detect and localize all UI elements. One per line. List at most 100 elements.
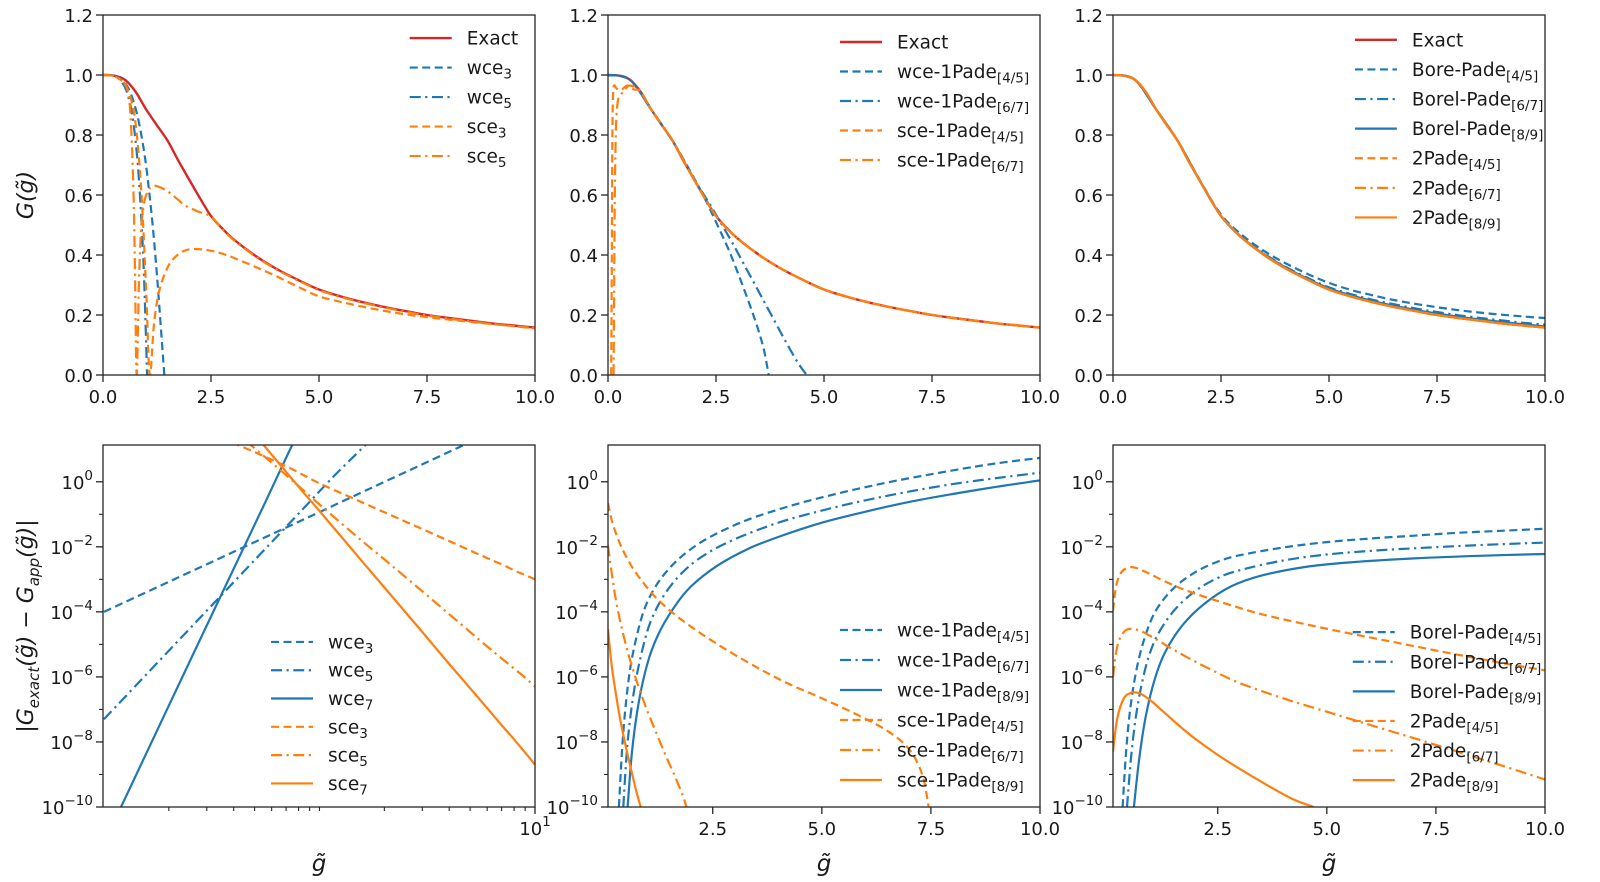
x-tick-label: 0.0 bbox=[1099, 387, 1128, 408]
y-tick-label: 100 bbox=[62, 468, 94, 494]
series-bottom-middle-wce1p89e bbox=[626, 479, 1040, 807]
legend-label: sce-1Pade[6/7] bbox=[897, 151, 1024, 176]
x-tick-label: 5.0 bbox=[807, 819, 836, 840]
y-tick-label: 0.4 bbox=[569, 246, 598, 267]
subplot-top-middle: 0.0 2.5 5.0 7.5 10.0 0.0 0.2 0.4 0.6 0.8 1.0 1.2 Exa… bbox=[569, 6, 1060, 408]
legend-label: Exact bbox=[1412, 30, 1463, 51]
x-tick-label: 7.5 bbox=[918, 387, 947, 408]
x-axis-label: g̃ bbox=[1322, 851, 1337, 877]
legend-label: sce-1Pade[8/9] bbox=[897, 770, 1024, 795]
series-bottom-left-wce5e bbox=[103, 445, 368, 720]
x-tick-label: 2.5 bbox=[1207, 387, 1236, 408]
legend-label: sce-1Pade[4/5] bbox=[897, 121, 1024, 146]
y-tick-label: 10−2 bbox=[50, 533, 93, 559]
plot-frame bbox=[607, 444, 1041, 808]
y-tick-label: 10−8 bbox=[555, 728, 598, 754]
series-bottom-middle-sce1p89e bbox=[608, 628, 642, 807]
y-tick-label: 10−10 bbox=[1052, 793, 1103, 819]
legend-label: Exact bbox=[897, 33, 948, 54]
y-tick-label: 0.8 bbox=[64, 126, 93, 147]
series-bottom-left-wce3e bbox=[103, 445, 467, 613]
x-tick-label: 101 bbox=[519, 814, 551, 840]
series-bottom-left-sce5e bbox=[249, 445, 535, 688]
y-tick-label: 0.2 bbox=[1074, 306, 1103, 327]
y-tick-label: 100 bbox=[1072, 468, 1104, 494]
legend-label: sce7 bbox=[328, 774, 368, 799]
y-tick-label: 100 bbox=[567, 468, 599, 494]
series-bottom-right-borelp89e bbox=[1132, 552, 1545, 807]
x-tick-label: 10.0 bbox=[1020, 387, 1060, 408]
legend-label: 2Pade[8/9] bbox=[1412, 208, 1501, 233]
y-tick-label: 0.0 bbox=[569, 366, 598, 387]
legend-label: sce5 bbox=[467, 147, 507, 172]
legend-label: sce-1Pade[4/5] bbox=[897, 710, 1024, 735]
legend-label: Exact bbox=[467, 29, 518, 50]
x-tick-label: 7.5 bbox=[413, 387, 442, 408]
y-tick-label: 10−6 bbox=[555, 663, 598, 689]
subplot-bottom-right: 2.5 5.0 7.5 10.0 100 10−2 10−4 10−6 10−8 10−10 g̃ B… bbox=[1052, 444, 1565, 877]
y-tick-label: 10−4 bbox=[50, 598, 93, 624]
series-top-left-wce5 bbox=[103, 73, 149, 375]
x-axis-label: g̃ bbox=[312, 851, 327, 877]
legend-label: wce3 bbox=[467, 58, 512, 83]
y-axis-label: G(g̃) bbox=[14, 171, 39, 219]
series-bottom-right-borelp45e bbox=[1121, 527, 1545, 807]
y-tick-label: 0.6 bbox=[1074, 186, 1103, 207]
x-tick-label: 5.0 bbox=[1315, 387, 1344, 408]
x-axis-label: g̃ bbox=[817, 851, 832, 877]
y-tick-label: 0.8 bbox=[1074, 126, 1103, 147]
legend-label: wce-1Pade[4/5] bbox=[897, 62, 1029, 87]
y-tick-label: 10−6 bbox=[50, 663, 93, 689]
legend-label: wce5 bbox=[328, 661, 373, 686]
subplot-bottom-left: 101 100 10−2 10−4 10−6 10−8 10−10 |Gexact(g̃) −… bbox=[14, 444, 551, 877]
y-tick-label: 1.0 bbox=[569, 66, 598, 87]
x-tick-label: 2.5 bbox=[698, 819, 727, 840]
y-tick-label: 10−8 bbox=[50, 728, 93, 754]
series-bottom-left-wce7e bbox=[120, 445, 294, 807]
series-bottom-right-borelp67e bbox=[1125, 541, 1545, 807]
y-tick-label: 10−10 bbox=[42, 793, 93, 819]
y-tick-label: 1.2 bbox=[569, 6, 598, 27]
legend-label: Borel-Pade[6/7] bbox=[1410, 652, 1541, 677]
x-tick-label: 10.0 bbox=[1525, 387, 1565, 408]
series-bottom-right-pade89e bbox=[1113, 691, 1315, 807]
legend-label: 2Pade[4/5] bbox=[1412, 149, 1501, 174]
plot-frame bbox=[102, 444, 536, 808]
series-bottom-middle-wce1p45e bbox=[617, 456, 1040, 807]
series-top-left-sce3 bbox=[103, 73, 535, 375]
y-tick-label: 10−10 bbox=[547, 793, 598, 819]
series-top-middle-sce1p67 bbox=[612, 84, 1040, 375]
x-tick-label: 7.5 bbox=[1422, 819, 1451, 840]
legend-label: wce-1Pade[6/7] bbox=[897, 650, 1029, 675]
legend-top-middle: Exact wce-1Pade[4/5] wce-1Pade[6/7] sce-1Pa… bbox=[839, 33, 1029, 176]
y-tick-label: 0.8 bbox=[569, 126, 598, 147]
legend-label: wce-1Pade[6/7] bbox=[897, 92, 1029, 117]
x-tick-label: 0.0 bbox=[594, 387, 623, 408]
y-tick-label: 0.2 bbox=[64, 306, 93, 327]
series-bottom-middle-sce1p67e bbox=[608, 545, 688, 807]
x-tick-label: 5.0 bbox=[1312, 819, 1341, 840]
legend-label: sce3 bbox=[328, 717, 368, 742]
y-tick-label: 10−2 bbox=[1060, 533, 1103, 559]
legend-label: wce-1Pade[8/9] bbox=[897, 680, 1029, 705]
plot-frame bbox=[1112, 444, 1546, 808]
legend-top-right: Exact Bore-Pade[4/5] Borel-Pade[6/7] Borel-… bbox=[1354, 30, 1543, 233]
legend-label: 2Pade[8/9] bbox=[1410, 771, 1499, 796]
legend-label: Borel-Pade[8/9] bbox=[1410, 682, 1541, 707]
y-tick-label: 0.4 bbox=[64, 246, 93, 267]
legend-bottom-right: Borel-Pade[4/5] Borel-Pade[6/7] Borel-Pade… bbox=[1352, 623, 1541, 796]
legend-label: Borel-Pade[6/7] bbox=[1412, 90, 1543, 115]
x-tick-label: 5.0 bbox=[810, 387, 839, 408]
y-tick-label: 1.2 bbox=[1074, 6, 1103, 27]
legend-label: wce5 bbox=[467, 88, 512, 113]
legend-label: 2Pade[6/7] bbox=[1410, 741, 1499, 766]
legend-label: wce-1Pade[4/5] bbox=[897, 620, 1029, 645]
y-tick-label: 10−8 bbox=[1060, 728, 1103, 754]
legend-label: 2Pade[6/7] bbox=[1412, 178, 1501, 203]
y-tick-label: 10−4 bbox=[555, 598, 598, 624]
x-tick-label: 10.0 bbox=[1020, 819, 1060, 840]
y-tick-label: 1.0 bbox=[1074, 66, 1103, 87]
subplot-top-right: 0.0 2.5 5.0 7.5 10.0 0.0 0.2 0.4 0.6 0.8 1.0 1.2 Exa… bbox=[1074, 6, 1565, 408]
